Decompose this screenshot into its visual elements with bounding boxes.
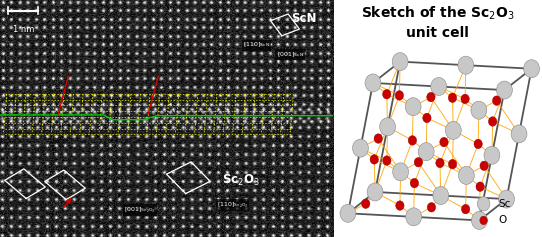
Circle shape xyxy=(427,92,435,102)
Text: [110]$_{\rm ScN}$: [110]$_{\rm ScN}$ xyxy=(243,41,270,50)
Text: [110]$_{\rm Sc_2O_3}$: [110]$_{\rm Sc_2O_3}$ xyxy=(217,200,248,210)
Text: Sc: Sc xyxy=(498,199,511,209)
Text: ScN: ScN xyxy=(291,12,317,25)
Circle shape xyxy=(474,139,482,149)
Text: 1 nm: 1 nm xyxy=(12,25,34,34)
Circle shape xyxy=(340,204,356,222)
Circle shape xyxy=(423,113,431,123)
Circle shape xyxy=(480,161,488,171)
Circle shape xyxy=(499,190,514,208)
Circle shape xyxy=(408,136,417,145)
Circle shape xyxy=(379,118,396,136)
Circle shape xyxy=(496,81,512,99)
Circle shape xyxy=(448,93,457,103)
Circle shape xyxy=(493,96,501,105)
Circle shape xyxy=(395,91,404,100)
Text: Sc$_2$O$_3$: Sc$_2$O$_3$ xyxy=(222,173,260,188)
Circle shape xyxy=(480,216,487,225)
Circle shape xyxy=(461,204,470,214)
Circle shape xyxy=(478,197,490,211)
Circle shape xyxy=(427,203,436,212)
Circle shape xyxy=(476,182,485,191)
Circle shape xyxy=(383,156,391,165)
Circle shape xyxy=(365,74,381,92)
Circle shape xyxy=(459,166,474,184)
Circle shape xyxy=(374,134,383,143)
Text: Sketch of the Sc$_2$O$_3$
unit cell: Sketch of the Sc$_2$O$_3$ unit cell xyxy=(361,5,514,40)
Circle shape xyxy=(431,77,447,96)
Circle shape xyxy=(406,208,422,226)
Circle shape xyxy=(370,155,378,164)
Circle shape xyxy=(511,125,527,143)
Circle shape xyxy=(410,178,418,188)
Text: O: O xyxy=(498,215,506,225)
Circle shape xyxy=(484,146,500,164)
Circle shape xyxy=(488,117,497,126)
Circle shape xyxy=(458,56,474,74)
Circle shape xyxy=(524,60,539,78)
Circle shape xyxy=(461,94,469,104)
Circle shape xyxy=(436,158,444,168)
Circle shape xyxy=(414,158,423,167)
Circle shape xyxy=(396,201,404,210)
Circle shape xyxy=(383,90,391,99)
Text: [001]$_{\rm ScN}$: [001]$_{\rm ScN}$ xyxy=(276,50,304,59)
Circle shape xyxy=(418,143,434,161)
Circle shape xyxy=(440,137,448,147)
Circle shape xyxy=(433,187,449,205)
Text: [001]$_{\rm Sc_2O_3}$: [001]$_{\rm Sc_2O_3}$ xyxy=(124,205,156,214)
Circle shape xyxy=(448,159,457,169)
Circle shape xyxy=(446,121,461,139)
Circle shape xyxy=(405,98,421,116)
Circle shape xyxy=(472,211,487,229)
Circle shape xyxy=(392,53,408,71)
Circle shape xyxy=(367,183,383,201)
Circle shape xyxy=(393,163,409,181)
Circle shape xyxy=(352,139,369,157)
Circle shape xyxy=(362,199,370,209)
Circle shape xyxy=(471,101,487,119)
